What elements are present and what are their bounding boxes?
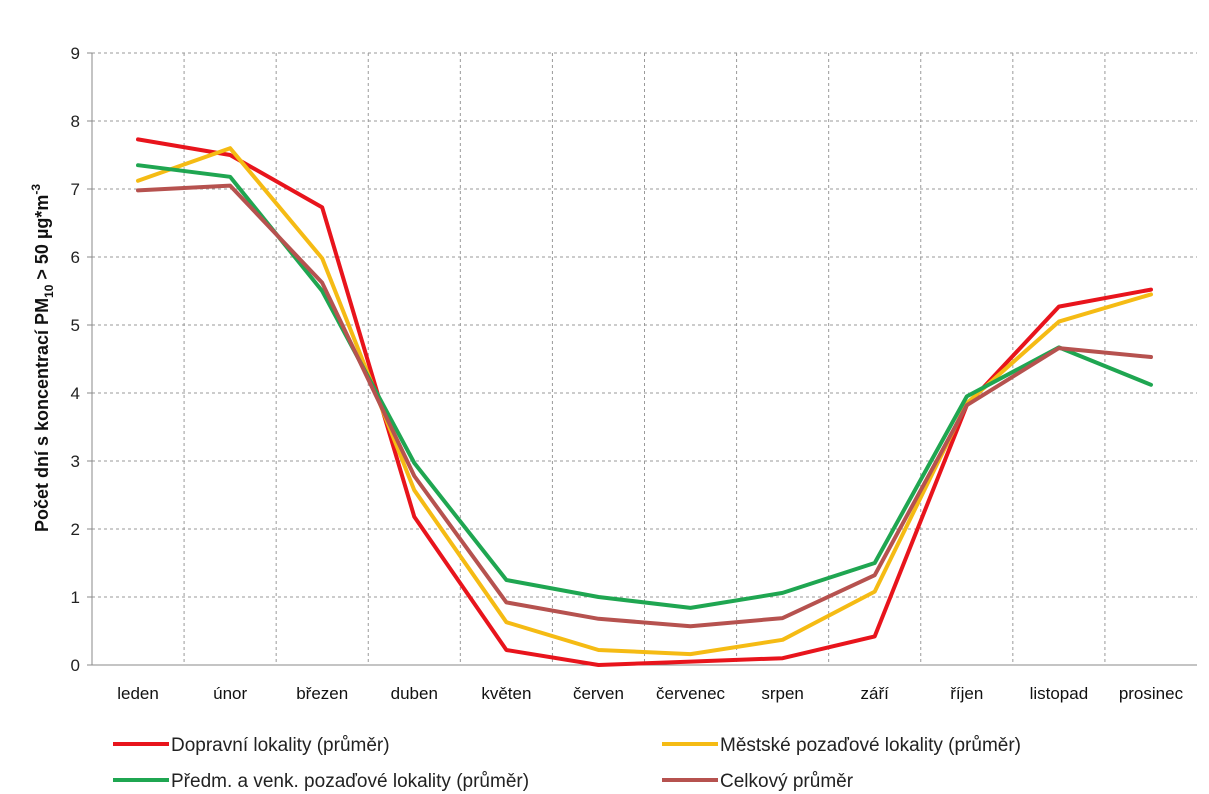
y-tick-label: 2 — [71, 520, 80, 539]
gridlines — [92, 52, 1197, 665]
series-lines — [136, 137, 1153, 667]
legend-label: Městské pozaďové lokality (průměr) — [720, 735, 1021, 756]
x-axis-ticks: leden únor březen duben květen červen červenec… — [117, 684, 1183, 703]
legend-item-2: Městské pozaďové lokality (průměr) — [662, 735, 1021, 756]
series-line-3 — [136, 163, 1153, 610]
y-axis-label-superscript: -3 — [29, 184, 43, 195]
x-tick-label: červen — [573, 684, 624, 703]
y-tick-label: 4 — [71, 384, 80, 403]
x-tick-label: říjen — [950, 684, 983, 703]
x-tick-label: srpen — [761, 684, 804, 703]
series-line-4 — [136, 183, 1153, 629]
y-tick-label: 3 — [71, 452, 80, 471]
x-tick-label: duben — [391, 684, 438, 703]
legend-label: Dopravní lokality (průměr) — [171, 735, 390, 756]
x-tick-label: leden — [117, 684, 159, 703]
y-axis-label: Počet dní s koncentrací PM10 > 50 µg*m-3 — [29, 184, 56, 532]
y-axis-label-subscript: 10 — [42, 284, 56, 298]
y-tick-label: 6 — [71, 248, 80, 267]
x-tick-label: květen — [481, 684, 531, 703]
y-tick-label: 7 — [71, 180, 80, 199]
x-tick-label: únor — [213, 684, 247, 703]
legend-item-4: Celkový průměr — [662, 771, 854, 792]
legend-label: Předm. a venk. pozaďové lokality (průměr… — [171, 771, 529, 792]
x-tick-label: červenec — [656, 684, 725, 703]
y-axis-ticks: 0 1 2 3 4 5 6 7 8 9 — [71, 44, 92, 675]
y-tick-label: 5 — [71, 316, 80, 335]
x-tick-label: prosinec — [1119, 684, 1184, 703]
legend-item-1: Dopravní lokality (průměr) — [113, 735, 390, 756]
y-tick-label: 0 — [71, 656, 80, 675]
legend: Dopravní lokality (průměr) Městské pozaďo… — [113, 735, 1021, 792]
x-tick-label: září — [861, 684, 890, 703]
legend-label: Celkový průměr — [720, 771, 854, 792]
y-axis-label-main: Počet dní s koncentrací PM — [32, 298, 52, 532]
y-axis-label-mid: > 50 µg*m — [32, 195, 52, 285]
legend-item-3: Předm. a venk. pozaďové lokality (průměr… — [113, 771, 529, 792]
y-tick-label: 9 — [71, 44, 80, 63]
x-tick-label: listopad — [1030, 684, 1089, 703]
x-tick-label: březen — [296, 684, 348, 703]
y-tick-label: 8 — [71, 112, 80, 131]
y-tick-label: 1 — [71, 588, 80, 607]
